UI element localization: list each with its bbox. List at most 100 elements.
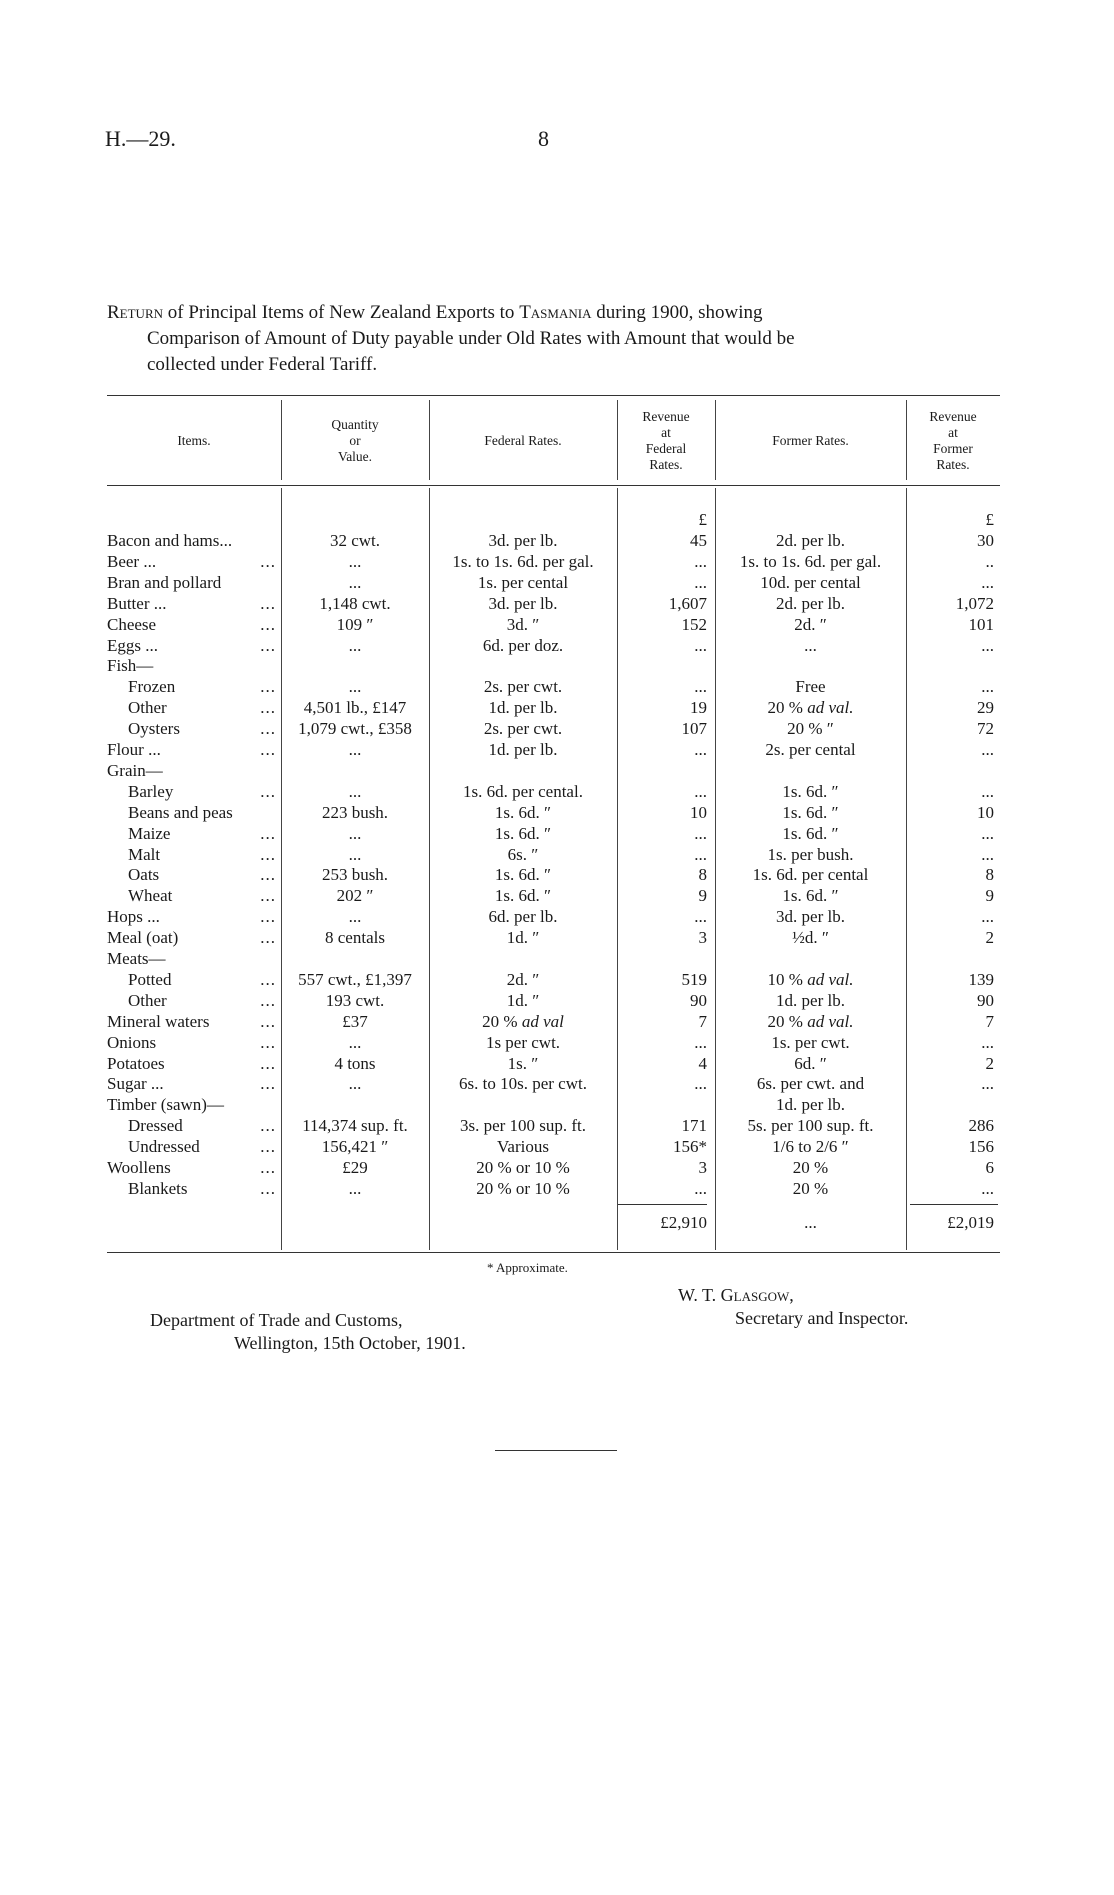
item-name: Other	[128, 990, 167, 1010]
quantity-value: 156,421 ″	[321, 1137, 389, 1157]
table-title: Return of Principal Items of New Zealand…	[107, 300, 1000, 378]
federal-rate: Various	[497, 1137, 549, 1157]
quantity-value: 223 bush.	[321, 802, 389, 822]
total-revenue-former: £2,019	[947, 1213, 994, 1232]
leader-dots: ...	[260, 614, 276, 634]
quantity-value: ...	[348, 740, 362, 759]
revenue-former: 10	[977, 802, 994, 822]
revenue-former: ..	[985, 551, 995, 571]
revenue-federal: 90	[690, 990, 707, 1010]
federal-rate: 3d. ″	[506, 614, 540, 634]
footnote: * Approximate.	[487, 1260, 568, 1275]
revenue-federal: 171	[681, 1116, 708, 1136]
former-rate: 1d. per lb.	[776, 990, 845, 1010]
header-rule	[107, 485, 1000, 486]
revenue-former: 1,072	[955, 593, 994, 613]
col-header-line: Former	[933, 441, 973, 456]
item-name: Maize	[128, 823, 171, 843]
revenue-former: ...	[981, 1032, 994, 1052]
former-rate: ...	[804, 635, 817, 655]
revenue-federal: ...	[694, 907, 707, 927]
table-row: Meal (oat)... 8 centals 1d. ″ 3 ½d. ″ 2	[0, 927, 1114, 948]
item-name: Barley	[128, 781, 174, 801]
leader-dots: ...	[260, 865, 276, 885]
former-rate: 1d. per lb.	[776, 1095, 845, 1115]
former-rate: 1s. 6d. per cental	[752, 865, 869, 885]
col-header-line: Value.	[337, 449, 373, 464]
leader-dots: ...	[260, 635, 276, 655]
revenue-former: 6	[985, 1158, 995, 1177]
former-rate: 5s. per 100 sup. ft.	[747, 1116, 874, 1136]
table-row: Undressed... 156,421 ″ Various 156* 1/6 to 2…	[0, 1136, 1114, 1157]
item-name: Potted	[128, 969, 172, 989]
quantity-value: 8 centals	[325, 928, 385, 948]
signatory-initials: W. T.	[678, 1285, 721, 1305]
federal-rate: 1s. to 1s. 6d. per gal.	[452, 551, 594, 571]
former-rate: 1s. to 1s. 6d. per gal.	[739, 551, 882, 571]
table-row: Fish—	[0, 655, 1114, 676]
revenue-former: 29	[977, 698, 994, 718]
quantity-value: 193 cwt.	[325, 990, 385, 1010]
col-header-line: Rates.	[936, 457, 970, 472]
signatory-title: Secretary and Inspector.	[735, 1308, 909, 1328]
col-divider	[906, 400, 907, 480]
revenue-former: 139	[968, 969, 995, 989]
revenue-federal: 519	[681, 969, 708, 989]
quantity-value: 114,374 sup. ft.	[302, 1116, 408, 1136]
leader-dots: ...	[260, 1032, 276, 1052]
federal-rate: 6s. ″	[507, 844, 539, 864]
revenue-federal: ...	[694, 635, 707, 655]
item-name: Other	[128, 698, 167, 718]
item-name: Meal (oat)	[107, 928, 179, 948]
quantity-value: ...	[348, 823, 362, 843]
item-name: Dressed	[128, 1116, 183, 1136]
revenue-former: 101	[968, 614, 995, 634]
former-rate: Free	[795, 677, 826, 697]
table-row: Meats—	[0, 948, 1114, 969]
federal-rate: 20 % or 10 %	[476, 1178, 570, 1198]
quantity-value: ...	[348, 1032, 362, 1052]
table-row: Mineral waters... £37 20 % ad val 7 20 % ad …	[0, 1011, 1114, 1032]
former-rate: 2d. per lb.	[776, 531, 845, 550]
revenue-federal: 3	[698, 928, 708, 948]
item-name: Potatoes	[107, 1053, 165, 1073]
item-name: Beans and peas	[128, 802, 233, 822]
item-name: Flour ...	[107, 740, 161, 759]
revenue-federal: 152	[681, 614, 708, 634]
revenue-former: 90	[977, 990, 994, 1010]
title-line-3: collected under Federal Tariff.	[147, 354, 378, 375]
title-country: Tasmania	[519, 302, 592, 323]
leader-dots: ...	[260, 551, 276, 571]
revenue-former: 72	[977, 719, 994, 739]
leader-dots: ...	[260, 593, 276, 613]
revenue-federal: 19	[690, 698, 707, 718]
table-top-rule	[107, 395, 1000, 396]
federal-rate: 1d. ″	[506, 990, 540, 1010]
quantity-value: ...	[348, 1074, 362, 1094]
table-row: Wheat... 202 ″ 1s. 6d. ″ 9 1s. 6d. ″ 9	[0, 885, 1114, 906]
table-row: Oysters... 1,079 cwt., £358 2s. per cwt. 10…	[0, 718, 1114, 739]
units-row: £ £	[0, 509, 1114, 530]
col-header-federal-rates: Federal Rates.	[484, 433, 562, 448]
col-header-line: Quantity	[331, 417, 379, 432]
former-rate: 3d. per lb.	[776, 907, 845, 927]
quantity-value: ...	[348, 572, 362, 592]
table-row: Blankets...... 20 % or 10 %... 20 %...	[0, 1178, 1114, 1199]
page-number: 8	[538, 126, 549, 151]
table-row: Potatoes... 4 tons 1s. ″ 4 6d. ″ 2	[0, 1053, 1114, 1074]
total-revenue-federal: £2,910	[660, 1213, 707, 1232]
revenue-federal: ...	[694, 844, 707, 864]
item-name: Frozen	[128, 677, 176, 697]
item-name: Sugar ...	[107, 1074, 164, 1094]
item-name: Grain—	[107, 760, 163, 780]
col-header-line: Rates.	[649, 457, 683, 472]
table-row: Malt...... 6s. ″... 1s. per bush....	[0, 844, 1114, 865]
federal-rate: 2s. per cwt.	[483, 719, 563, 739]
col-divider	[617, 488, 618, 1250]
federal-rate: 20 % or 10 %	[476, 1158, 570, 1177]
leader-dots: ...	[260, 781, 276, 801]
col-header-line: Revenue	[929, 409, 977, 424]
col-divider	[429, 488, 430, 1250]
revenue-former: ...	[981, 740, 994, 759]
unit-pound: £	[698, 510, 708, 529]
